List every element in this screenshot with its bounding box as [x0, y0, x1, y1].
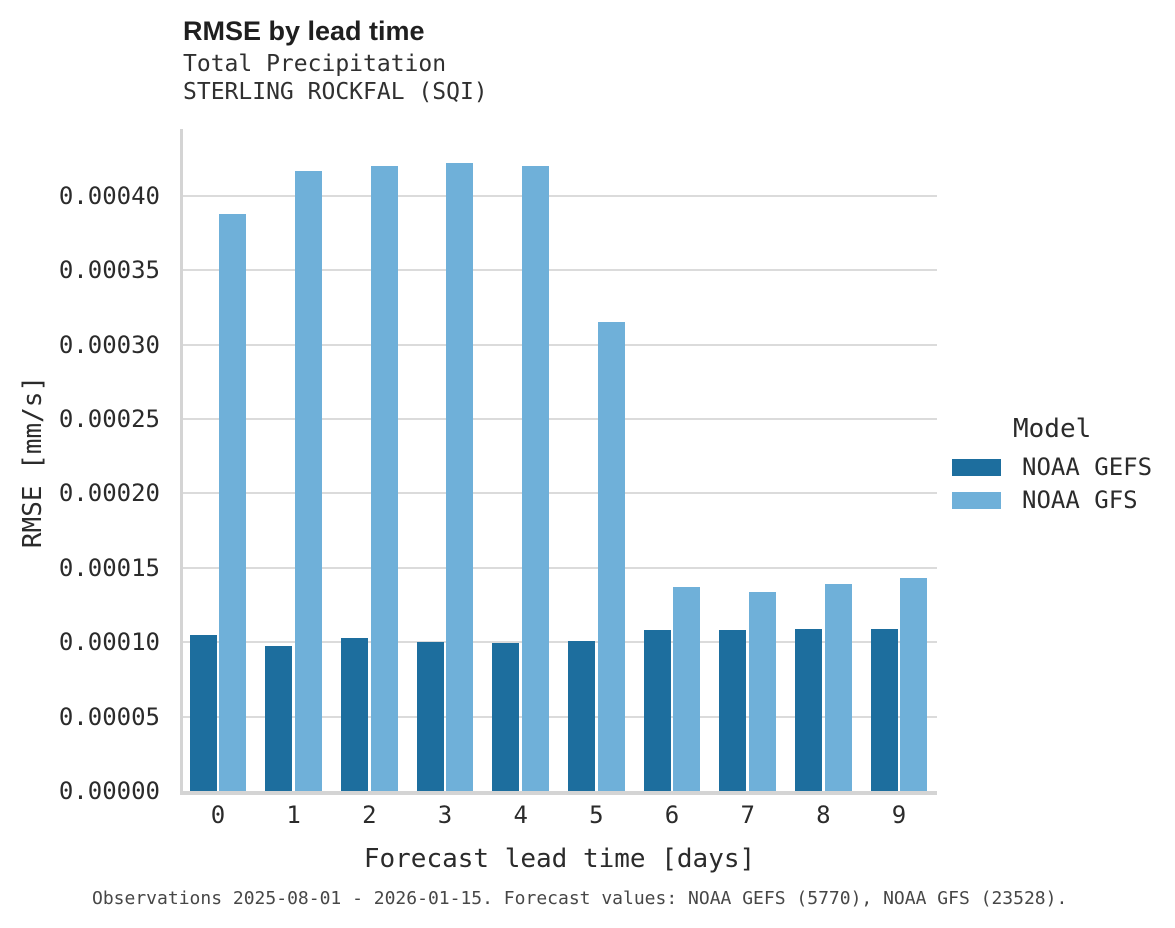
y-tick-label: 0.00010: [58, 628, 160, 657]
x-tick-label: 3: [437, 801, 453, 829]
gridline: [182, 715, 937, 718]
gridline: [182, 343, 937, 346]
y-axis-title: RMSE [mm/s]: [18, 375, 48, 549]
chart-title: RMSE by lead time: [183, 16, 425, 46]
legend-label: NOAA GFS: [1022, 486, 1138, 514]
bar-noaa-gefs-day2: [341, 637, 369, 791]
footer-caption: Observations 2025-08-01 - 2026-01-15. Fo…: [92, 888, 1068, 909]
bar-noaa-gfs-day7: [748, 591, 776, 791]
y-tick-label: 0.00020: [58, 479, 160, 508]
y-tick-label: 0.00025: [58, 405, 160, 434]
y-tick-label: 0.00000: [58, 777, 160, 805]
legend-title: Model: [1013, 414, 1092, 444]
bar-noaa-gfs-day3: [446, 163, 474, 791]
bar-noaa-gefs-day3: [416, 642, 444, 791]
bar-noaa-gefs-day7: [719, 630, 747, 791]
bar-noaa-gefs-day8: [795, 628, 823, 791]
y-tick-label: 0.00030: [58, 330, 160, 359]
legend-swatch-noaa-gfs: [952, 491, 1001, 509]
x-tick-label: 9: [891, 801, 907, 829]
y-tick-label: 0.00035: [58, 256, 160, 285]
bar-noaa-gfs-day2: [370, 166, 398, 791]
bar-noaa-gfs-day6: [673, 587, 701, 791]
x-axis-title: Forecast lead time [days]: [363, 844, 756, 874]
chart-subtitle: Total Precipitation: [183, 51, 447, 77]
x-tick-label: 5: [589, 801, 604, 829]
y-axis-spine: [180, 129, 183, 795]
x-tick-label: 4: [513, 801, 528, 829]
chart-station-subtitle: STERLING ROCKFAL (SQI): [183, 79, 488, 105]
legend-label: NOAA GEFS: [1022, 453, 1153, 481]
x-tick-label: 1: [286, 801, 301, 829]
x-tick-label: 6: [664, 801, 680, 829]
bar-noaa-gfs-day8: [824, 584, 852, 791]
x-tick-label: 8: [816, 801, 831, 829]
gridline: [182, 418, 937, 421]
y-tick-label: 0.00005: [58, 702, 160, 731]
gridline: [182, 194, 937, 197]
gridline: [182, 492, 937, 495]
gridline: [182, 269, 937, 272]
bar-noaa-gefs-day0: [189, 634, 217, 791]
y-tick-label: 0.00040: [58, 181, 160, 210]
x-axis-spine: [180, 791, 937, 795]
gridline: [182, 641, 937, 644]
y-tick-label: 0.00015: [58, 553, 160, 582]
gridline: [182, 566, 937, 569]
bar-noaa-gfs-day4: [521, 166, 549, 791]
bar-noaa-gefs-day5: [568, 640, 596, 791]
x-tick-label: 7: [740, 801, 755, 829]
bar-noaa-gefs-day4: [492, 642, 520, 791]
legend-entry: NOAA GFS: [952, 487, 1138, 513]
bar-noaa-gefs-day9: [870, 628, 898, 791]
bar-noaa-gfs-day0: [219, 213, 247, 791]
legend-swatch-noaa-gefs: [952, 458, 1001, 476]
bar-noaa-gefs-day1: [265, 646, 293, 791]
x-tick-label: 0: [210, 801, 226, 829]
bar-noaa-gfs-day1: [294, 170, 322, 791]
x-tick-label: 2: [362, 801, 377, 829]
legend-entry: NOAA GEFS: [952, 454, 1152, 480]
bar-noaa-gfs-day9: [900, 578, 928, 791]
bar-noaa-gfs-day5: [597, 322, 625, 791]
bar-noaa-gefs-day6: [643, 630, 671, 791]
